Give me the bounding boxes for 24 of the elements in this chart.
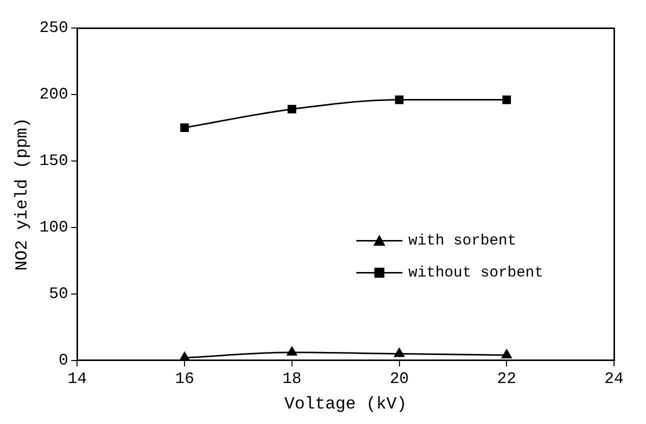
x-tick-label: 24: [604, 370, 624, 388]
y-tick-label: 0: [58, 352, 68, 370]
point: [394, 348, 404, 357]
point: [180, 123, 189, 132]
point: [502, 349, 512, 358]
y-axis-title: NO2 yield (ppm): [14, 118, 33, 271]
x-tick-label: 22: [497, 370, 516, 388]
point: [179, 352, 190, 360]
y-tick-label: 50: [49, 285, 68, 304]
x-tick-label: 14: [68, 370, 87, 388]
legend-label: with sorbent: [408, 232, 516, 250]
y-tick-label: 150: [39, 152, 68, 170]
point: [394, 96, 404, 104]
legend-label: without sorbent: [408, 264, 544, 282]
point: [286, 346, 298, 356]
y-tick-label: 100: [39, 218, 68, 237]
point: [288, 104, 296, 114]
point: [502, 96, 511, 104]
x-axis-title: Voltage (kV): [284, 395, 407, 414]
y-tick-label: 200: [39, 86, 68, 104]
x-tick-label: 20: [390, 370, 409, 388]
x-tick-label: 18: [282, 370, 302, 388]
y-tick-label: 250: [39, 19, 68, 38]
x-tick-label: 16: [174, 370, 194, 388]
